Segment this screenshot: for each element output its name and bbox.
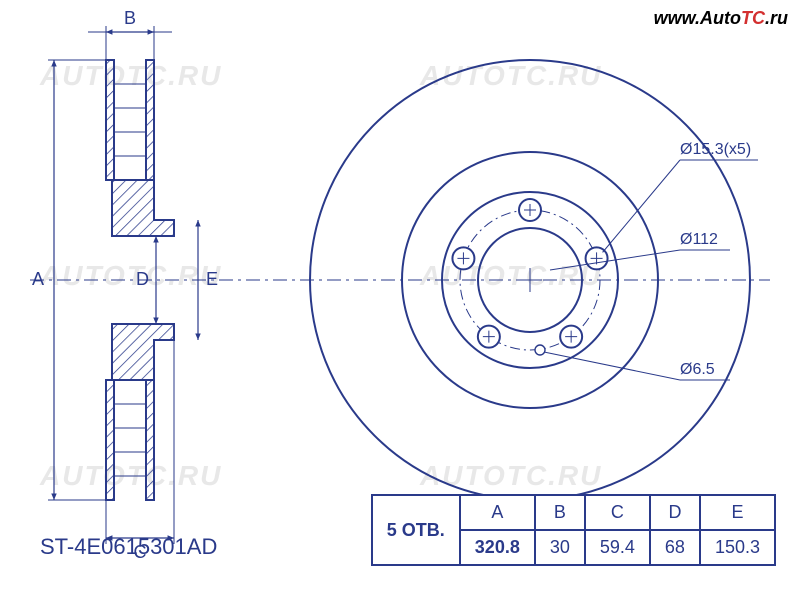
hole-count-cell: 5 ОТВ. <box>372 495 460 565</box>
svg-text:Ø15.3(x5): Ø15.3(x5) <box>680 141 751 158</box>
part-number-label: ST-4E0615301AD <box>40 534 217 560</box>
col-B: B <box>535 495 585 530</box>
col-E: E <box>700 495 775 530</box>
val-E: 150.3 <box>700 530 775 565</box>
svg-text:B: B <box>124 8 136 28</box>
svg-text:Ø6.5: Ø6.5 <box>680 361 715 378</box>
svg-text:D: D <box>136 269 149 289</box>
col-D: D <box>650 495 700 530</box>
table-header-row: 5 ОТВ. A B C D E <box>372 495 775 530</box>
val-B: 30 <box>535 530 585 565</box>
svg-text:Ø112: Ø112 <box>680 231 718 248</box>
val-C: 59.4 <box>585 530 650 565</box>
val-D: 68 <box>650 530 700 565</box>
val-A: 320.8 <box>460 530 535 565</box>
svg-text:A: A <box>32 269 44 289</box>
col-C: C <box>585 495 650 530</box>
svg-text:E: E <box>206 269 218 289</box>
dimensions-table: 5 ОТВ. A B C D E 320.8 30 59.4 68 150.3 <box>371 494 776 566</box>
col-A: A <box>460 495 535 530</box>
